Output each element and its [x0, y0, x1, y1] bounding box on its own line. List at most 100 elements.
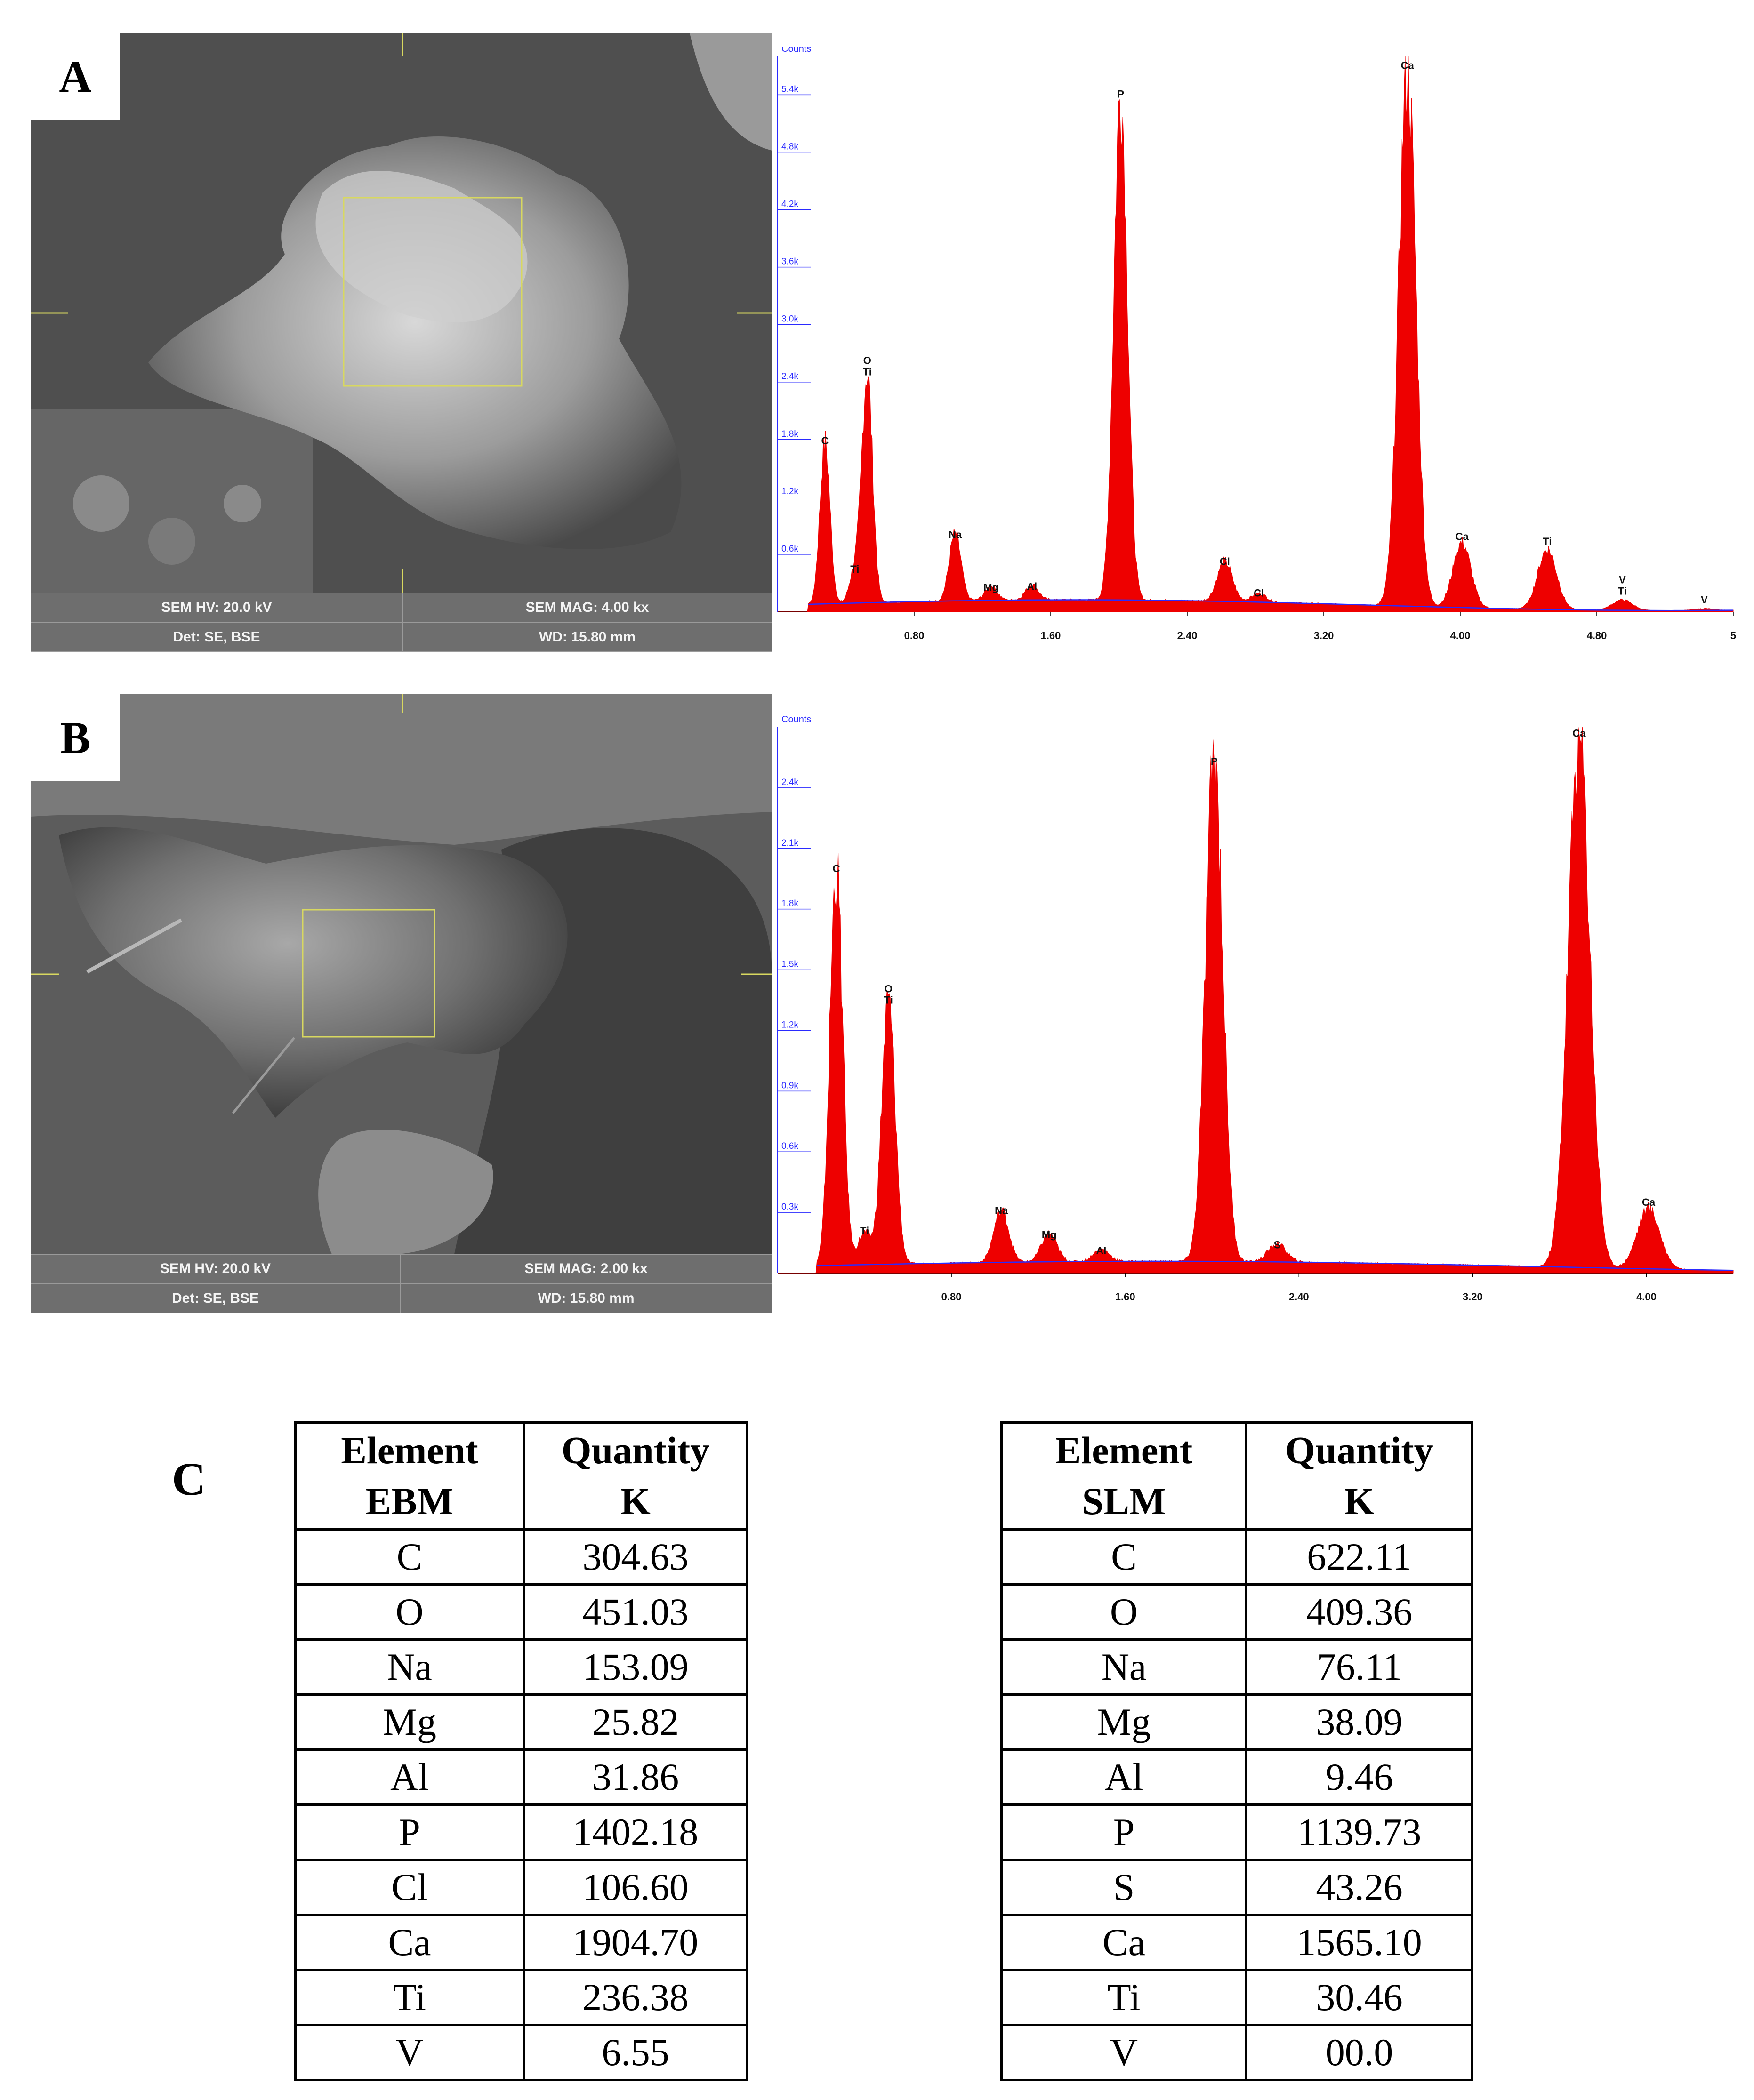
x-tick-label: 4.80	[1587, 630, 1607, 641]
quantity-cell: 236.38	[523, 1969, 748, 2026]
table-row: Na 153.09	[294, 1638, 748, 1696]
peak-label: Ca	[1401, 60, 1415, 72]
quantity-cell: 25.82	[523, 1693, 748, 1751]
quantity-cell: 451.03	[523, 1583, 748, 1641]
quantity-cell: 1139.73	[1245, 1803, 1473, 1861]
element-cell: Ti	[294, 1969, 525, 2026]
peak-label: Al	[1096, 1245, 1106, 1257]
eds-table-slm: Element SLM Quantity K C 622.11 O 409.36 Na 76.…	[1000, 1421, 1473, 2081]
x-tick-label: 5	[1730, 630, 1736, 641]
table-row: Ti 30.46	[1000, 1969, 1473, 2026]
quantity-cell: 1904.70	[523, 1914, 748, 1971]
table-row: Ti 236.38	[294, 1969, 748, 2026]
element-cell: Mg	[294, 1693, 525, 1751]
element-cell: Na	[294, 1638, 525, 1696]
x-tick-label: 0.80	[904, 630, 925, 641]
peak-label: S	[1274, 1239, 1281, 1250]
sem-image-b	[31, 694, 772, 1254]
x-tick-label: 1.60	[1115, 1291, 1135, 1303]
y-tick-label: 1.2k	[781, 1020, 798, 1030]
element-cell: V	[1000, 2024, 1247, 2081]
quantity-cell: 304.63	[523, 1528, 748, 1586]
header-quantity: Quantity K	[523, 1421, 748, 1531]
table-header-row: Element SLM Quantity K	[1000, 1421, 1473, 1531]
y-tick-label: 4.8k	[781, 142, 798, 152]
y-axis-title: Counts	[781, 714, 811, 725]
x-tick-label: 1.60	[1041, 630, 1061, 641]
peak-label: Cl	[1254, 587, 1264, 599]
table-row: V 6.55	[294, 2024, 748, 2081]
x-tick-label: 3.20	[1314, 630, 1334, 641]
quantity-cell: 106.60	[523, 1859, 748, 1916]
y-tick-label: 0.3k	[781, 1202, 798, 1212]
element-cell: P	[1000, 1803, 1247, 1861]
peak-label: P	[1117, 88, 1124, 100]
table-row: Mg 38.09	[1000, 1693, 1473, 1751]
peak-label: Ti	[860, 1225, 869, 1236]
quantity-cell: 622.11	[1245, 1528, 1473, 1586]
spectrum-area	[778, 727, 1734, 1274]
peak-label: Ca	[1572, 727, 1586, 739]
quantity-cell: 6.55	[523, 2024, 748, 2081]
sem-wd-label: WD: 15.80 mm	[400, 1283, 772, 1313]
y-tick-label: 3.6k	[781, 257, 798, 267]
y-tick-label: 2.1k	[781, 838, 798, 848]
table-row: Ca 1904.70	[294, 1914, 748, 1971]
table-row: P 1402.18	[294, 1803, 748, 1861]
quantity-cell: 31.86	[523, 1748, 748, 1806]
sem-det-label: Det: SE, BSE	[31, 1283, 400, 1313]
element-cell: O	[1000, 1583, 1247, 1641]
peak-label: Mg	[983, 581, 998, 593]
x-tick-label: 3.20	[1463, 1291, 1483, 1303]
y-tick-label: 3.0k	[781, 314, 798, 324]
sem-info-bar-a: SEM HV: 20.0 kV SEM MAG: 4.00 kx Det: SE…	[31, 593, 772, 652]
peak-label: V	[1701, 594, 1708, 606]
table-row: V 00.0	[1000, 2024, 1473, 2081]
element-cell: Al	[294, 1748, 525, 1806]
background-fit-line	[808, 599, 1734, 611]
y-tick-label: 1.5k	[781, 960, 798, 970]
quantity-cell: 153.09	[523, 1638, 748, 1696]
table-row: Al 31.86	[294, 1748, 748, 1806]
y-tick-label: 1.8k	[781, 429, 798, 439]
element-cell: O	[294, 1583, 525, 1641]
peak-label: Ti	[850, 563, 859, 575]
peak-label: O Ti	[863, 355, 872, 378]
quantity-cell: 9.46	[1245, 1748, 1473, 1806]
y-tick-label: 1.2k	[781, 487, 798, 497]
peak-label: Mg	[1042, 1229, 1057, 1241]
table-row: C 304.63	[294, 1528, 748, 1586]
peak-label: C	[821, 435, 829, 447]
y-tick-label: 4.2k	[781, 200, 798, 209]
table-row: Mg 25.82	[294, 1693, 748, 1751]
peak-label: Ca	[1642, 1196, 1656, 1208]
table-row: O 451.03	[294, 1583, 748, 1641]
quantity-cell: 409.36	[1245, 1583, 1473, 1641]
quantity-cell: 30.46	[1245, 1969, 1473, 2026]
quantity-cell: 1565.10	[1245, 1914, 1473, 1971]
y-axis-title: Counts	[781, 47, 811, 54]
table-row: Ca 1565.10	[1000, 1914, 1473, 1971]
quantity-cell: 38.09	[1245, 1693, 1473, 1751]
quantity-cell: 1402.18	[523, 1803, 748, 1861]
quantity-cell: 00.0	[1245, 2024, 1473, 2081]
eds-spectrum-a: Counts 0.6k 1.2k 1.8k 2.4k 3.0k 3.6k 4.2k 4.8k 5.…	[772, 47, 1737, 659]
x-tick-label: 2.40	[1289, 1291, 1309, 1303]
spectrum-chart-b: Counts 0.3k 0.6k 0.9k 1.2k 1.5k 1.8k 2.1k 2.4k C T…	[777, 714, 1734, 1303]
table-row: Cl 106.60	[294, 1859, 748, 1916]
x-tick-label: 0.80	[941, 1291, 962, 1303]
peak-label: C	[833, 863, 840, 874]
element-cell: Ti	[1000, 1969, 1247, 2026]
peak-label: Ti	[1543, 536, 1552, 547]
sem-hv-label: SEM HV: 20.0 kV	[31, 593, 402, 622]
element-cell: Al	[1000, 1748, 1247, 1806]
table-row: O 409.36	[1000, 1583, 1473, 1641]
peak-label: Na	[995, 1204, 1008, 1216]
element-cell: Na	[1000, 1638, 1247, 1696]
element-cell: C	[294, 1528, 525, 1586]
y-tick-label: 0.6k	[781, 1141, 798, 1151]
background-fit-line	[816, 1260, 1734, 1271]
peak-label: O Ti	[884, 983, 893, 1006]
x-tick-label: 2.40	[1177, 630, 1198, 641]
panel-label-a: A	[31, 33, 120, 120]
